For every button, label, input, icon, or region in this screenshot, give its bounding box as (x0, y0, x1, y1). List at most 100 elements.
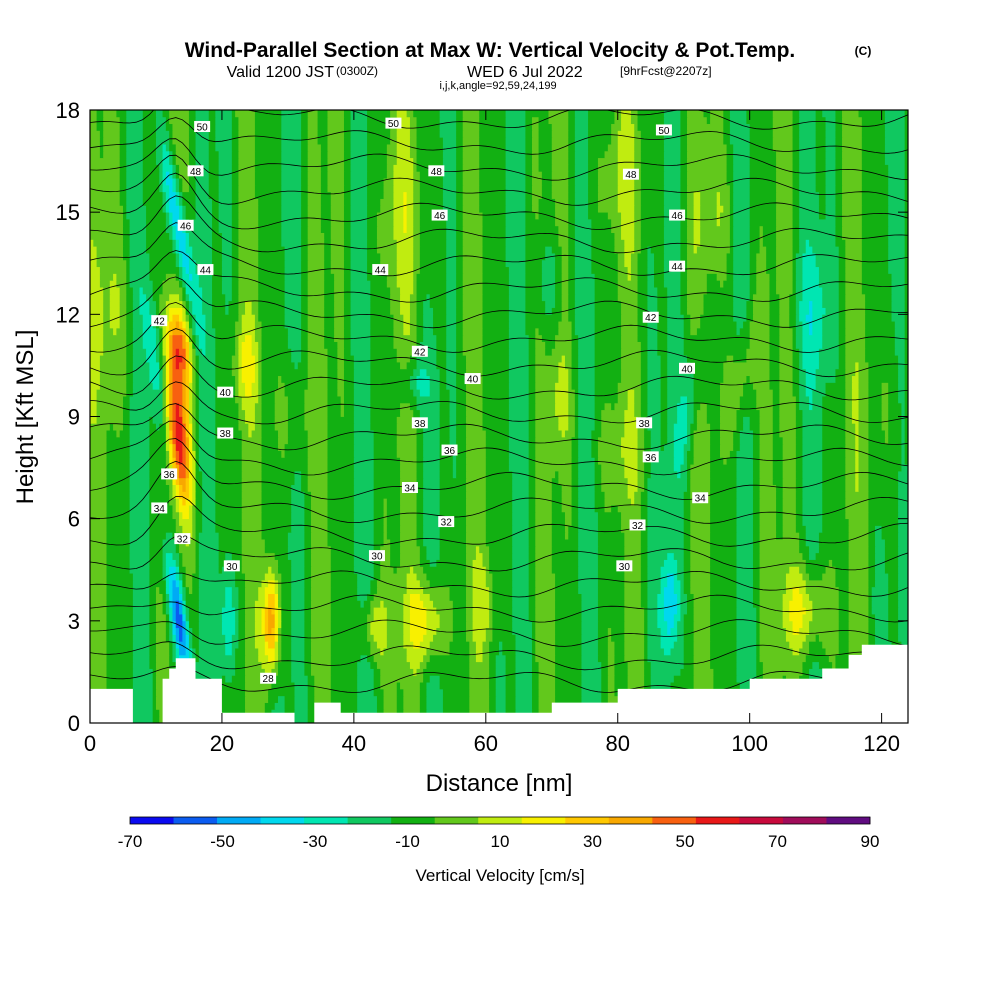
w-cell (749, 191, 777, 199)
w-cell (634, 245, 642, 254)
w-cell (848, 579, 870, 588)
w-cell (162, 545, 177, 554)
w-cell (597, 204, 619, 213)
w-cell (898, 491, 908, 499)
w-cell (304, 504, 312, 513)
w-cell (281, 613, 292, 622)
w-cell (320, 204, 332, 213)
w-cell (627, 491, 635, 499)
w-cell (373, 634, 388, 642)
w-cell (904, 259, 908, 268)
w-cell (146, 239, 174, 247)
w-cell (416, 382, 431, 390)
w-cell (545, 307, 553, 315)
w-cell (327, 375, 338, 383)
w-cell (409, 606, 428, 615)
w-cell (182, 273, 190, 281)
w-cell (838, 600, 850, 608)
w-cell (90, 572, 108, 581)
w-cell (795, 259, 804, 268)
w-cell (169, 443, 174, 451)
w-cell (680, 606, 688, 615)
w-cell (904, 347, 908, 356)
w-cell (802, 463, 823, 472)
w-cell (759, 484, 777, 492)
w-cell (90, 416, 98, 424)
w-cell (822, 320, 840, 329)
w-cell (353, 531, 375, 540)
w-cell (489, 661, 497, 669)
w-cell (690, 504, 711, 513)
valid-time-prefix: Valid 1200 JST (227, 64, 335, 81)
w-cell (373, 525, 385, 533)
w-cell (367, 245, 378, 254)
w-cell (90, 586, 108, 594)
w-cell (169, 334, 174, 342)
w-cell (663, 606, 678, 615)
w-cell (723, 204, 731, 213)
w-cell (238, 620, 246, 629)
w-cell (159, 347, 164, 356)
w-cell (891, 300, 906, 308)
w-cell (241, 402, 256, 411)
w-cell (617, 191, 635, 199)
w-cell (663, 559, 678, 567)
w-cell (195, 559, 200, 567)
w-cell (231, 586, 240, 594)
w-cell (875, 627, 889, 635)
w-cell (759, 450, 774, 458)
w-cell (515, 681, 533, 690)
w-cell (845, 313, 866, 322)
w-cell (350, 225, 368, 233)
w-cell (106, 647, 134, 656)
w-cell (165, 429, 170, 438)
w-cell (307, 307, 325, 315)
w-cell (799, 627, 810, 635)
w-cell (687, 273, 708, 281)
w-cell (799, 245, 807, 254)
w-cell (555, 572, 579, 581)
w-cell (357, 661, 371, 669)
w-cell (555, 395, 569, 404)
w-cell (350, 300, 371, 308)
w-cell (90, 565, 108, 574)
w-cell (169, 436, 174, 445)
w-cell (119, 198, 127, 206)
w-cell (386, 606, 404, 615)
w-cell (838, 634, 850, 642)
w-cell (594, 273, 619, 281)
w-cell (555, 252, 563, 261)
w-cell (515, 640, 533, 649)
w-cell (301, 211, 309, 220)
w-cell (759, 463, 774, 472)
w-cell (129, 511, 150, 520)
w-cell (568, 266, 576, 274)
w-cell (762, 668, 804, 676)
w-cell (673, 429, 688, 438)
w-cell (752, 586, 761, 594)
w-cell (195, 518, 203, 526)
w-cell (245, 647, 259, 656)
w-cell (419, 681, 428, 690)
w-cell (350, 211, 368, 220)
w-cell (782, 593, 794, 601)
w-cell (192, 395, 197, 404)
w-cell (597, 545, 625, 554)
w-cell (607, 654, 616, 663)
w-cell (403, 211, 408, 220)
w-cell (561, 252, 569, 261)
w-cell (693, 204, 701, 213)
w-cell (419, 347, 437, 356)
w-cell (673, 674, 695, 683)
w-cell (409, 661, 421, 669)
w-cell (528, 470, 536, 479)
w-cell (640, 191, 665, 199)
w-cell (792, 259, 797, 268)
w-cell (538, 668, 556, 676)
w-cell (324, 245, 332, 254)
w-cell (495, 654, 507, 663)
w-cell (555, 470, 559, 479)
w-cell (621, 327, 639, 336)
w-cell (561, 429, 566, 438)
w-cell (307, 232, 325, 240)
